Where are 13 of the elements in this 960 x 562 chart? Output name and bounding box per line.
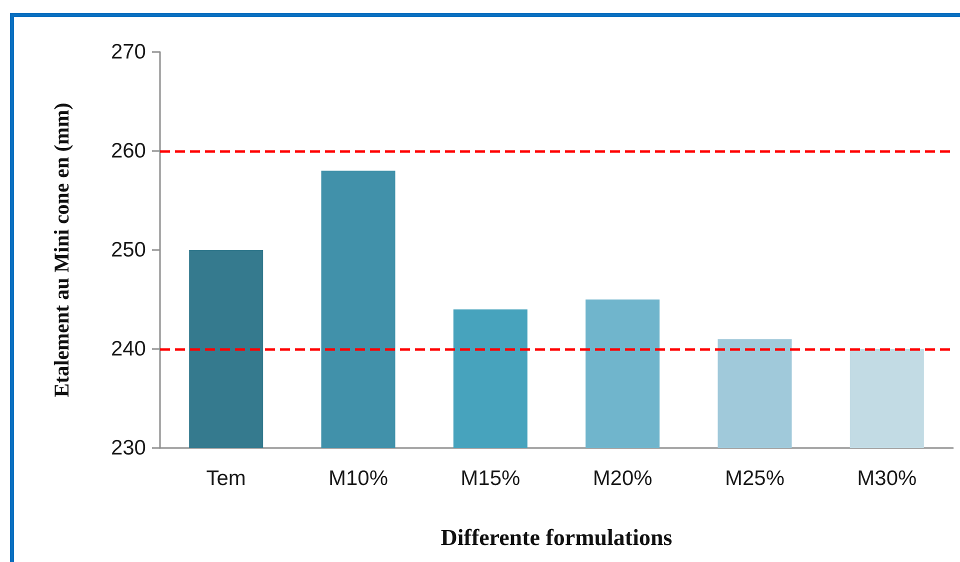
x-axis-title: Differente formulations <box>440 525 672 550</box>
y-tick-label: 270 <box>110 40 146 64</box>
y-axis-title: Etalement au Mini cone en (mm) <box>50 102 74 398</box>
x-tick-label: Tem <box>206 467 246 490</box>
x-tick-label: M25% <box>724 467 785 490</box>
x-tick-label: M10% <box>328 467 388 490</box>
x-tick-label: M15% <box>460 467 520 490</box>
x-tick-label: M20% <box>592 467 652 490</box>
y-tick-label: 230 <box>110 436 146 460</box>
y-tick-label: 260 <box>110 140 146 162</box>
y-tick-label: 250 <box>110 238 146 262</box>
x-tick-label: M30% <box>857 467 917 490</box>
y-tick-label: 240 <box>110 338 146 360</box>
